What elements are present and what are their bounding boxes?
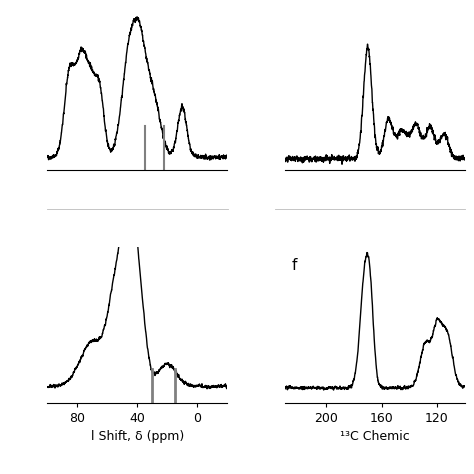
X-axis label: ¹³C Chemic: ¹³C Chemic [340,430,410,444]
Text: f: f [292,258,297,273]
X-axis label: l Shift, δ (ppm): l Shift, δ (ppm) [91,430,184,444]
